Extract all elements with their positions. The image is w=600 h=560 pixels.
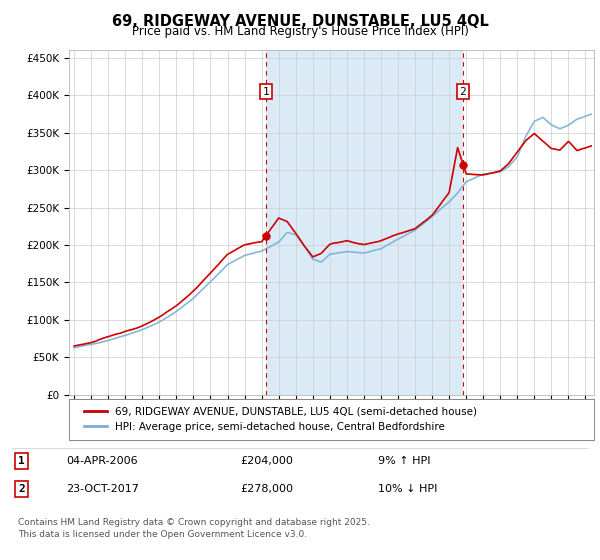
Legend: 69, RIDGEWAY AVENUE, DUNSTABLE, LU5 4QL (semi-detached house), HPI: Average pric: 69, RIDGEWAY AVENUE, DUNSTABLE, LU5 4QL … xyxy=(79,403,481,436)
Text: 1: 1 xyxy=(263,87,269,96)
Text: 2: 2 xyxy=(18,484,25,494)
Text: £204,000: £204,000 xyxy=(240,456,293,466)
Text: 04-APR-2006: 04-APR-2006 xyxy=(66,456,137,466)
Text: Price paid vs. HM Land Registry's House Price Index (HPI): Price paid vs. HM Land Registry's House … xyxy=(131,25,469,38)
Text: 9% ↑ HPI: 9% ↑ HPI xyxy=(378,456,431,466)
Text: Contains HM Land Registry data © Crown copyright and database right 2025.
This d: Contains HM Land Registry data © Crown c… xyxy=(18,518,370,539)
Bar xyxy=(266,50,463,395)
Text: 69, RIDGEWAY AVENUE, DUNSTABLE, LU5 4QL: 69, RIDGEWAY AVENUE, DUNSTABLE, LU5 4QL xyxy=(112,14,488,29)
Text: 1: 1 xyxy=(18,456,25,466)
Text: 2: 2 xyxy=(460,87,466,96)
Text: 10% ↓ HPI: 10% ↓ HPI xyxy=(378,484,437,494)
Text: £278,000: £278,000 xyxy=(240,484,293,494)
Text: 23-OCT-2017: 23-OCT-2017 xyxy=(66,484,139,494)
